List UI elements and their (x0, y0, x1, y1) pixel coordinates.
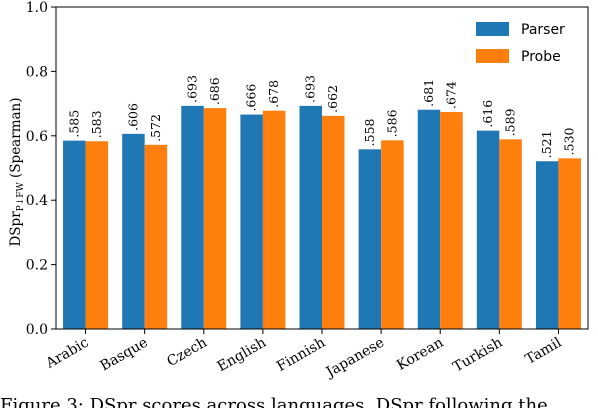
bar-parser-arabic (63, 140, 86, 329)
value-label-probe-english: .678 (266, 80, 281, 108)
bar-probe-japanese (381, 140, 404, 329)
value-label-probe-basque: .572 (148, 114, 163, 142)
bar-parser-korean (417, 109, 441, 329)
bar-probe-finnish (322, 115, 345, 329)
value-label-parser-tamil: .521 (539, 130, 554, 158)
value-label-parser-finnish: .693 (303, 75, 318, 103)
x-tick-label-arabic: Arabic (42, 335, 91, 373)
legend-label-parser: Parser (521, 22, 565, 38)
value-label-probe-tamil: .530 (562, 127, 577, 155)
y-tick-label: 0.8 (26, 64, 48, 80)
x-tick-label-japanese: Japanese (322, 335, 387, 382)
x-tick-label-korean: Korean (394, 335, 446, 374)
bars-layer (63, 105, 581, 330)
value-label-parser-turkish: .616 (480, 100, 495, 128)
value-label-parser-english: .666 (244, 84, 259, 112)
value-label-parser-basque: .606 (125, 103, 140, 131)
bar-probe-korean (440, 111, 463, 329)
bar-probe-arabic (85, 141, 109, 329)
legend-swatch-parser (476, 22, 509, 36)
bar-parser-english (240, 114, 263, 329)
legend-swatch-probe (476, 49, 509, 63)
legend: Parser Probe (476, 22, 565, 65)
value-label-probe-japanese: .586 (384, 109, 399, 137)
bar-probe-czech (203, 108, 227, 329)
x-tick-label-finnish: Finnish (274, 335, 328, 375)
value-label-parser-arabic: .585 (66, 110, 81, 138)
bar-parser-czech (181, 105, 204, 329)
bar-probe-turkish (499, 139, 522, 329)
x-tick-label-tamil: Tamil (523, 334, 565, 368)
value-label-probe-turkish: .589 (503, 108, 518, 136)
bar-probe-basque (144, 144, 168, 329)
value-label-probe-korean: .674 (443, 81, 458, 109)
x-tick-label-czech: Czech (164, 335, 209, 370)
y-tick-label: 1.0 (26, 0, 48, 16)
value-label-parser-japanese: .558 (362, 118, 377, 146)
value-label-probe-finnish: .662 (325, 85, 340, 113)
bar-parser-japanese (358, 149, 382, 329)
y-tick-label: 0.4 (26, 193, 48, 209)
figure-caption: Figure 3: DSpr scores across languages. … (0, 395, 548, 408)
bar-parser-tamil (535, 161, 559, 329)
legend-label-probe: Probe (521, 49, 561, 65)
x-tick-label-turkish: Turkish (450, 335, 505, 376)
bar-parser-basque (122, 133, 145, 329)
value-label-parser-korean: .681 (421, 79, 436, 107)
bar-parser-turkish (476, 130, 500, 329)
y-tick-label: 0.0 (26, 322, 48, 338)
x-tick-label-english: English (215, 335, 269, 376)
y-tick-label: 0.2 (26, 258, 48, 274)
value-label-parser-czech: .693 (185, 75, 200, 103)
bar-parser-finnish (299, 105, 322, 329)
y-axis-label: DSprP↓FW (Spearman) (8, 97, 26, 246)
x-tick-label-basque: Basque (98, 335, 151, 375)
bar-probe-english (262, 110, 286, 330)
value-labels-layer: .585 .606 .693 .666 .693 .558 .681 .616 .521 .583… (66, 75, 576, 158)
y-tick-label: 0.6 (26, 129, 48, 145)
bar-probe-tamil (558, 158, 581, 329)
value-label-probe-arabic: .583 (89, 110, 104, 138)
value-label-probe-czech: .686 (207, 77, 222, 105)
